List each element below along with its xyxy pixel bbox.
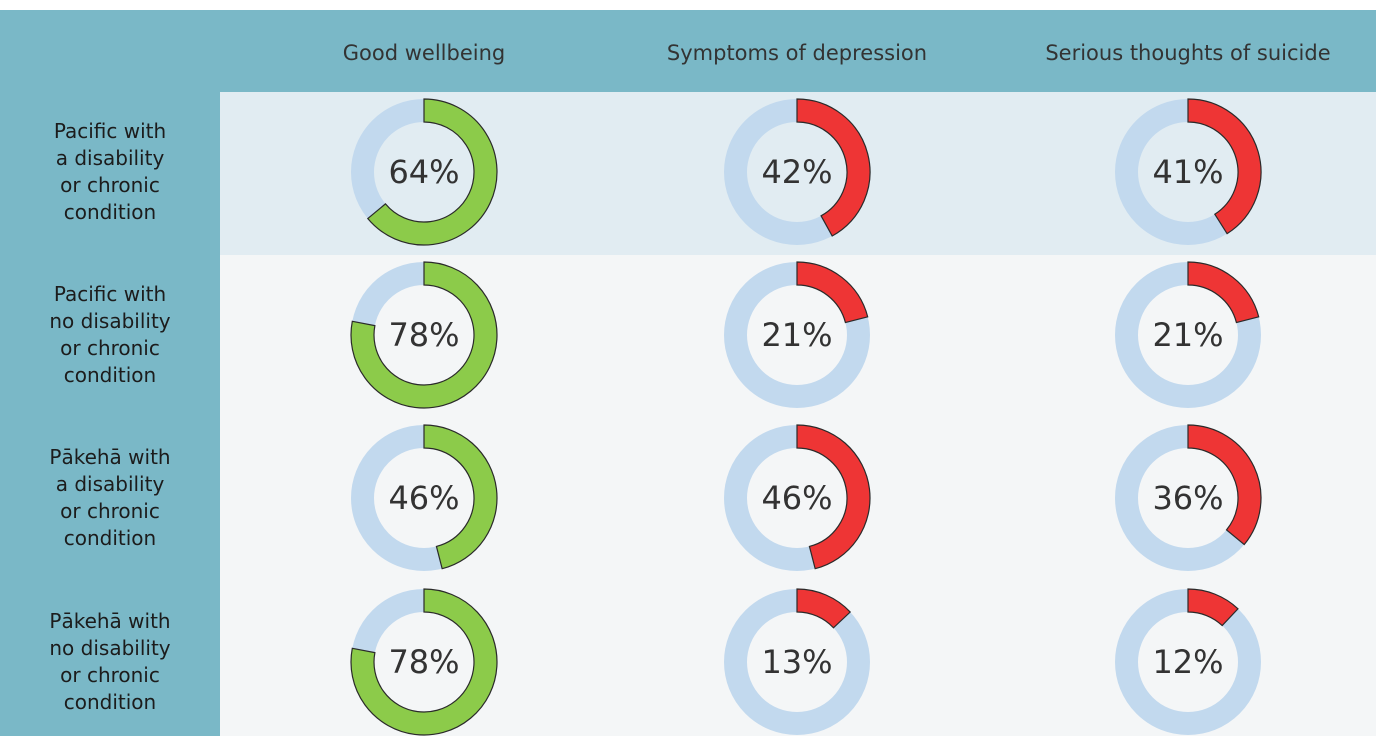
value-label: 21% — [761, 316, 832, 354]
column-header: Symptoms of depression — [667, 41, 927, 65]
value-label: 46% — [388, 479, 459, 517]
column-header: Good wellbeing — [343, 41, 505, 65]
value-label: 41% — [1152, 153, 1223, 191]
value-label: 46% — [761, 479, 832, 517]
donut-arc — [350, 588, 498, 736]
row-label: Pākehā with a disability or chronic cond… — [49, 445, 171, 550]
donut-arc — [796, 98, 871, 237]
row-label: Pacific with no disability or chronic co… — [49, 282, 171, 387]
row-header-band — [0, 10, 220, 736]
value-label: 78% — [388, 643, 459, 681]
donut-arc — [1187, 98, 1262, 235]
donut-arc — [796, 588, 852, 629]
donut-arc — [1187, 261, 1260, 324]
donut-arc — [1187, 424, 1262, 546]
value-label: 78% — [388, 316, 459, 354]
donut-arc — [796, 261, 869, 324]
row-label: Pacific with a disability or chronic con… — [53, 119, 167, 224]
value-label: 42% — [761, 153, 832, 191]
value-label: 21% — [1152, 316, 1223, 354]
donut-arc — [1187, 588, 1239, 627]
header-band — [0, 10, 1376, 92]
value-label: 13% — [761, 643, 832, 681]
donut-arc — [423, 424, 498, 570]
column-header: Serious thoughts of suicide — [1045, 41, 1330, 65]
donut-arc — [350, 261, 498, 409]
row-label: Pākehā with no disability or chronic con… — [49, 609, 171, 714]
donut-arc — [366, 98, 498, 246]
value-label: 12% — [1152, 643, 1223, 681]
donut-arc — [796, 424, 871, 570]
value-label: 64% — [388, 153, 459, 191]
value-label: 36% — [1152, 479, 1223, 517]
